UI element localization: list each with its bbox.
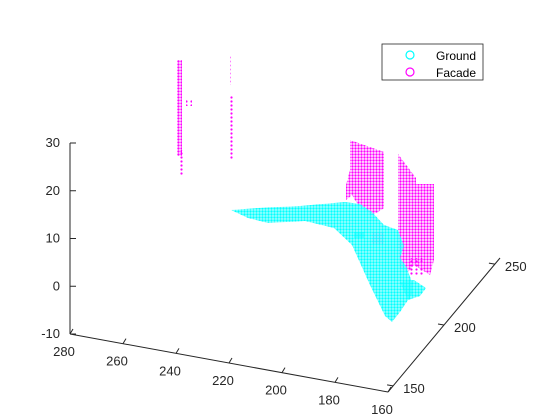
z-tick-label: 0 (53, 278, 60, 293)
z-tick-label: -10 (41, 326, 60, 341)
facade-pole-left-bottom (178, 150, 185, 175)
y-tick-mark (488, 262, 495, 265)
ground-fragment (354, 232, 364, 238)
z-tick-label: 10 (46, 231, 60, 246)
legend-box (381, 43, 484, 81)
facade-pole-right (229, 95, 233, 160)
z-tick-label: 20 (46, 183, 60, 198)
facade-building-left (346, 140, 384, 215)
y-tick-label: 250 (505, 259, 527, 274)
facade-building-right (398, 154, 434, 275)
x-tick-label: 200 (265, 383, 287, 398)
x-tick-mark (334, 377, 339, 383)
x-tick-label: 180 (318, 392, 340, 407)
x-tick-mark (122, 338, 127, 344)
legend-ground-label: Ground (436, 49, 476, 63)
y-tick-mark (437, 323, 445, 326)
z-axis-ticks: -10 0 10 20 30 (41, 135, 76, 341)
ground-series-points (231, 202, 426, 322)
facade-fragment-3 (408, 258, 424, 276)
x-tick-mark (281, 367, 286, 373)
legend-facade-marker (405, 67, 415, 77)
x-tick-label: 240 (159, 363, 181, 378)
y-tick-mark (387, 384, 394, 387)
x-tick-label: 260 (106, 354, 128, 369)
facade-pole-left (177, 60, 182, 156)
axes (69, 143, 501, 393)
facade-pole-right-top (228, 55, 231, 85)
y-tick-label: 200 (454, 320, 476, 335)
legend: Ground Facade (381, 43, 484, 81)
legend-ground-marker (405, 50, 415, 60)
ground-patch (400, 280, 426, 300)
x-tick-label: 220 (212, 373, 234, 388)
x-tick-label: 280 (53, 344, 75, 359)
y-tick-label: 150 (403, 381, 425, 396)
x-tick-mark (175, 348, 180, 354)
x-tick-mark (228, 357, 233, 364)
x-tick-label: 160 (371, 402, 393, 417)
legend-facade-label: Facade (436, 66, 476, 80)
ground-road-surface (231, 202, 412, 322)
z-tick-label: 30 (46, 135, 60, 150)
x-axis-ticks: 280 260 240 220 200 180 160 (53, 328, 393, 417)
facade-fragment-1 (186, 100, 192, 106)
y-axis-ticks: 150 200 250 (387, 259, 527, 396)
x-tick-mark (387, 386, 392, 393)
x-tick-mark (69, 328, 74, 335)
